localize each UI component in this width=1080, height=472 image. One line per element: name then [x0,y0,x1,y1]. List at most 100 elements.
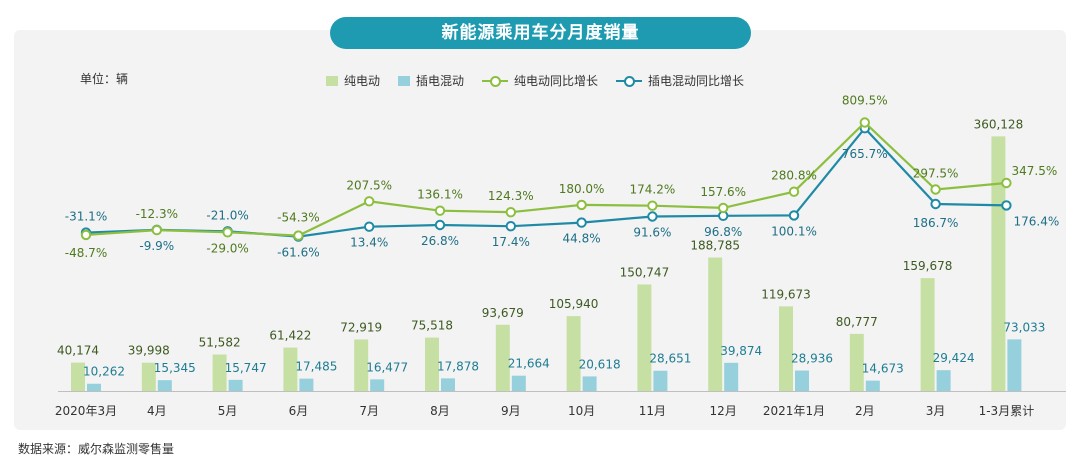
growth-label-phev-12: 186.7% [913,216,959,230]
growth-label-phev-0: -31.1% [65,210,107,224]
line-bev-growth [85,120,1007,237]
growth-label-phev-9: 96.8% [704,225,742,239]
point-bev-growth-7 [576,199,587,211]
bar-bev-9 [708,257,723,391]
bar-phev-2 [228,379,243,391]
bar-phev-4 [370,379,385,391]
bar-label-bev-7: 105,940 [549,297,599,311]
bar-label-phev-8: 28,651 [649,352,691,366]
bar-label-bev-5: 75,518 [411,319,453,333]
growth-label-phev-1: -9.9% [139,239,174,253]
legend-item-bev-bar: 纯电动 [326,72,380,89]
legend-label-phev-line: 插电混动同比增长 [648,74,745,88]
growth-label-phev-6: 17.4% [492,235,530,249]
growth-label-bev-11: 809.5% [842,93,888,107]
x-tick-label-13: 1-3月累计 [979,404,1035,418]
x-tick-label-1: 4月 [147,404,167,418]
bar-label-bev-10: 119,673 [761,287,811,301]
growth-label-phev-13: 176.4% [1014,214,1060,228]
x-tick-label-4: 7月 [359,404,379,418]
bar-label-phev-9: 39,874 [720,344,762,358]
bar-label-bev-13: 360,128 [974,117,1024,131]
bar-label-bev-2: 51,582 [199,336,241,350]
bar-label-bev-12: 159,678 [903,259,953,273]
growth-label-bev-3: -54.3% [277,211,319,225]
growth-label-phev-3: -61.6% [277,246,319,260]
x-tick-label-10: 2021年1月 [763,404,825,418]
growth-label-bev-12: 297.5% [913,167,959,181]
x-tick-label-8: 11月 [639,404,666,418]
bar-phev-13 [1007,339,1022,391]
point-phev-growth-13 [1001,200,1012,211]
bar-bev-3 [283,347,298,391]
growth-label-phev-5: 26.8% [421,234,459,248]
growth-label-bev-10: 280.8% [771,169,817,183]
bar-label-phev-6: 21,664 [508,357,550,371]
x-tick-label-11: 2月 [855,404,875,418]
bar-phev-9 [724,362,739,391]
bar-phev-10 [795,370,809,391]
growth-label-bev-0: -48.7% [65,246,107,260]
bar-phev-5 [441,378,455,391]
bar-label-phev-11: 14,673 [862,362,904,376]
growth-label-bev-4: 207.5% [346,178,392,192]
bar-bev-2 [212,354,227,391]
growth-label-phev-7: 44.8% [563,232,601,246]
legend-swatch-phev-bar [398,75,411,86]
bar-bev-7 [566,316,581,391]
point-bev-growth-2 [222,227,233,238]
bar-label-phev-1: 15,345 [154,361,196,375]
bar-bev-1 [141,362,156,391]
growth-label-phev-4: 13.4% [350,236,388,250]
legend-item-bev-line: 纯电动同比增长 [482,72,598,89]
bar-label-phev-4: 16,477 [366,360,408,374]
growth-label-phev-10: 100.1% [771,224,817,238]
bar-phev-8 [653,370,668,391]
point-bev-growth-12 [930,184,941,195]
legend-label-phev-bar: 插电混动 [416,74,465,88]
legend-swatch-phev-line [616,75,643,87]
point-bev-growth-11 [859,117,870,128]
point-bev-growth-13 [1001,177,1012,189]
bar-bev-10 [779,306,793,391]
x-tick-label-3: 6月 [289,404,309,418]
point-phev-growth-7 [576,217,587,228]
growth-label-bev-1: -12.3% [136,207,178,221]
bar-label-bev-4: 72,919 [340,320,382,334]
bar-bev-4 [354,339,369,391]
point-bev-growth-9 [718,202,729,214]
point-bev-growth-5 [434,205,446,216]
point-bev-growth-1 [151,224,163,236]
bar-phev-12 [936,370,951,391]
chart-title: 新能源乘用车分月度销量 [330,17,751,49]
legend-item-phev-bar: 插电混动 [398,72,464,89]
growth-label-phev-2: -21.0% [206,208,248,222]
bar-label-bev-0: 40,174 [57,344,99,358]
growth-label-bev-5: 136.1% [417,188,463,202]
unit-label: 单位：辆 [80,72,129,86]
growth-label-bev-7: 180.0% [559,182,605,196]
bar-label-phev-12: 29,424 [933,351,975,365]
x-tick-label-9: 12月 [710,404,737,418]
bar-label-phev-3: 17,485 [295,360,337,374]
bar-bev-11 [849,333,864,391]
growth-label-phev-8: 91.6% [633,226,671,240]
bar-label-phev-10: 28,936 [791,352,833,366]
source-note: 数据来源：威尔森监测零售量 [18,442,175,456]
x-tick-label-7: 10月 [568,404,595,418]
legend-item-phev-line: 插电混动同比增长 [616,72,744,89]
bar-label-phev-0: 10,262 [83,365,125,379]
bar-label-bev-1: 39,998 [128,344,170,358]
bar-bev-8 [637,284,652,391]
point-phev-growth-8 [647,211,658,222]
point-phev-growth-12 [930,198,941,210]
growth-label-phev-11: 765.7% [842,147,888,161]
growth-label-bev-8: 174.2% [630,183,676,197]
bar-label-phev-13: 73,033 [1003,320,1045,334]
bar-phev-11 [865,380,880,391]
growth-label-bev-9: 157.6% [700,185,746,199]
legend: 纯电动 插电混动 纯电动同比增长 插电混动同比增长 [326,72,762,89]
growth-label-bev-2: -29.0% [206,241,248,255]
